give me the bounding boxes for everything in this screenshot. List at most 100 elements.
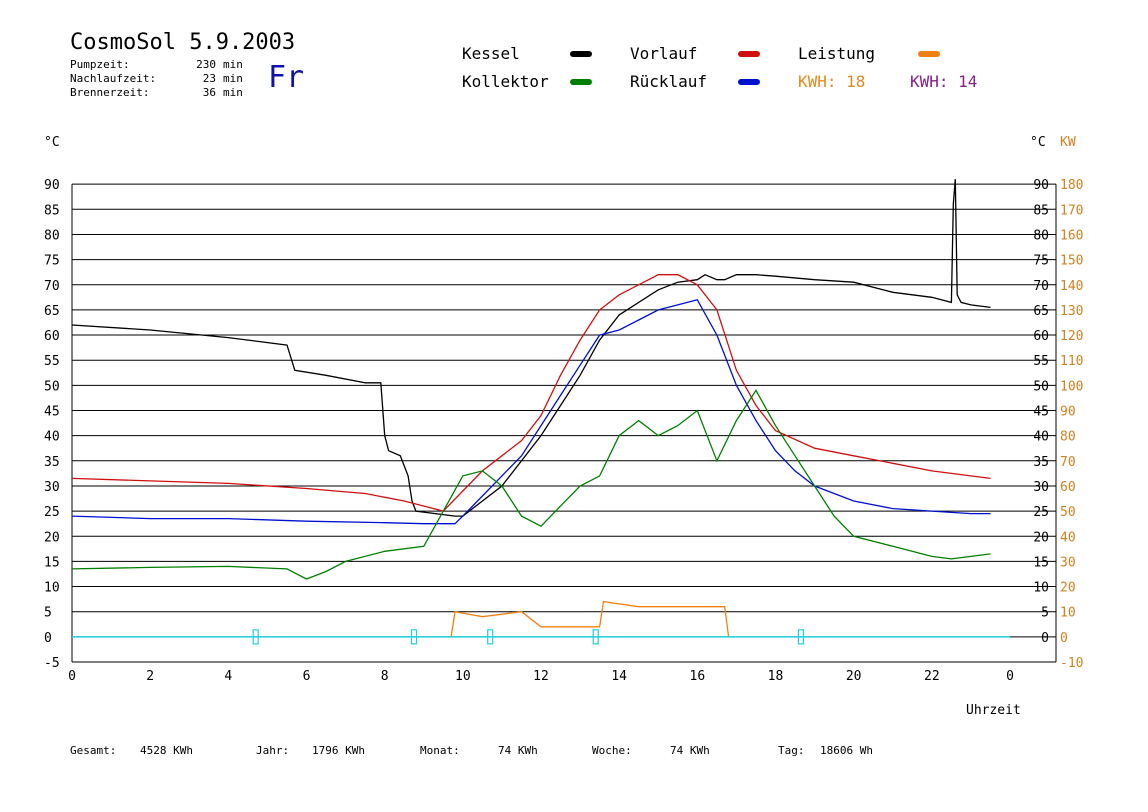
- total-value: 74 KWh: [670, 744, 710, 757]
- x-tick: 20: [846, 669, 862, 684]
- x-tick: 18: [768, 669, 784, 684]
- info-label: Brennerzeit:: [70, 86, 150, 99]
- series-leistung: [450, 600, 730, 637]
- series-kessel: [71, 179, 991, 517]
- y-tick-kw: 170: [1060, 203, 1083, 218]
- y-tick-right: 10: [1033, 581, 1049, 596]
- y-tick-kw: 100: [1060, 379, 1083, 394]
- info-unit: min: [223, 58, 243, 71]
- total-monat: Monat: 74 KWh: [420, 744, 538, 757]
- y-tick-right: 15: [1033, 555, 1049, 570]
- y-tick-right: 80: [1033, 228, 1049, 243]
- y-tick-right: 90: [1033, 178, 1049, 193]
- legend-ruecklauf-label: Rücklauf: [630, 72, 708, 91]
- y-tick-kw: 90: [1060, 405, 1076, 420]
- total-label: Tag:: [778, 744, 805, 757]
- legend-leistung-label: Leistung: [798, 44, 876, 63]
- legend-kollektor-swatch: [570, 79, 592, 85]
- y-tick-right: 45: [1033, 405, 1049, 420]
- total-label: Jahr:: [256, 744, 290, 757]
- y-tick-kw: 50: [1060, 505, 1076, 520]
- info-unit: min: [223, 86, 243, 99]
- info-unit: min: [223, 72, 243, 85]
- x-tick: 0: [68, 669, 76, 684]
- y-tick-left: 75: [44, 254, 60, 269]
- y-tick-left: 25: [44, 505, 60, 520]
- y-tick-left: 60: [44, 329, 60, 344]
- x-tick: 8: [381, 669, 389, 684]
- y-tick-right: 20: [1033, 530, 1049, 545]
- y-tick-right: 60: [1033, 329, 1049, 344]
- y-tick-left: 40: [44, 430, 60, 445]
- x-tick: 6: [303, 669, 311, 684]
- y-tick-right: 25: [1033, 505, 1049, 520]
- legend-kwh-collector: KWH: 18: [798, 72, 866, 91]
- y-tick-left: 80: [44, 228, 60, 243]
- legend-kessel-swatch: [570, 51, 592, 57]
- total-woche: Woche: 74 KWh: [592, 744, 710, 757]
- total-label: Gesamt:: [70, 744, 117, 757]
- pump-marker: [252, 629, 259, 645]
- legend-leistung-swatch: [918, 51, 940, 57]
- x-tick: 10: [455, 669, 471, 684]
- series-rcklauf: [71, 299, 991, 525]
- legend-vorlauf-label: Vorlauf: [630, 44, 698, 63]
- chart-traces: [71, 179, 1010, 645]
- x-axis-label: Uhrzeit: [966, 703, 1021, 718]
- info-label: Pumpzeit:: [70, 58, 130, 71]
- y-tick-left: -5: [44, 656, 60, 671]
- y-tick-left: 70: [44, 279, 60, 294]
- info-pumpzeit: Pumpzeit: 230 min: [70, 58, 243, 71]
- y-tick-left: 55: [44, 354, 60, 369]
- y-axis-unit-right: °C: [1030, 135, 1046, 150]
- x-tick: 4: [224, 669, 232, 684]
- total-value: 18606 Wh: [820, 744, 873, 757]
- y-tick-right: 70: [1033, 279, 1049, 294]
- total-value: 1796 KWh: [312, 744, 365, 757]
- legend-vorlauf-swatch: [738, 51, 760, 57]
- pump-marker: [410, 629, 418, 645]
- x-tick: 16: [690, 669, 706, 684]
- app-title: CosmoSol 5.9.2003: [70, 30, 296, 55]
- y-tick-kw: 80: [1060, 430, 1076, 445]
- info-value: 23: [202, 72, 216, 85]
- legend-kessel-label: Kessel: [462, 44, 520, 63]
- y-tick-kw: 110: [1060, 354, 1083, 369]
- info-label: Nachlaufzeit:: [70, 72, 157, 85]
- y-tick-right: 35: [1033, 455, 1049, 470]
- legend-kwh-boiler: KWH: 14: [910, 72, 978, 91]
- y-tick-kw: 160: [1060, 228, 1083, 243]
- y-tick-right: 85: [1033, 203, 1049, 218]
- series-vorlauf: [71, 274, 991, 512]
- series-kollektor: [71, 389, 991, 580]
- legend-kollektor-label: Kollektor: [462, 72, 549, 91]
- y-tick-kw: 30: [1060, 555, 1076, 570]
- info-brennerzeit: Brennerzeit: 36 min: [70, 86, 243, 99]
- total-label: Woche:: [592, 744, 632, 757]
- y-axis-unit-left: °C: [44, 135, 60, 150]
- y-tick-right: 50: [1033, 379, 1049, 394]
- x-tick: 0: [1006, 669, 1014, 684]
- pump-marker: [592, 629, 599, 645]
- y-tick-right: 0: [1041, 631, 1049, 646]
- y-tick-kw: 60: [1060, 480, 1076, 495]
- y-tick-left: 5: [44, 606, 52, 621]
- y-tick-right: 75: [1033, 254, 1049, 269]
- x-tick: 12: [533, 669, 549, 684]
- y-tick-kw: 130: [1060, 304, 1083, 319]
- total-value: 4528 KWh: [140, 744, 193, 757]
- y-tick-kw: 0: [1060, 631, 1068, 646]
- y-tick-left: 50: [44, 379, 60, 394]
- y-axis-unit-kw: KW: [1060, 135, 1076, 150]
- y-tick-kw: 70: [1060, 455, 1076, 470]
- total-label: Monat:: [420, 744, 460, 757]
- total-tag: Tag: 18606 Wh: [778, 744, 873, 757]
- y-tick-left: 0: [44, 631, 52, 646]
- y-tick-right: 5: [1041, 606, 1049, 621]
- y-tick-left: 65: [44, 304, 60, 319]
- y-tick-kw: -10: [1060, 656, 1083, 671]
- y-tick-right: 30: [1033, 480, 1049, 495]
- x-tick: 2: [146, 669, 154, 684]
